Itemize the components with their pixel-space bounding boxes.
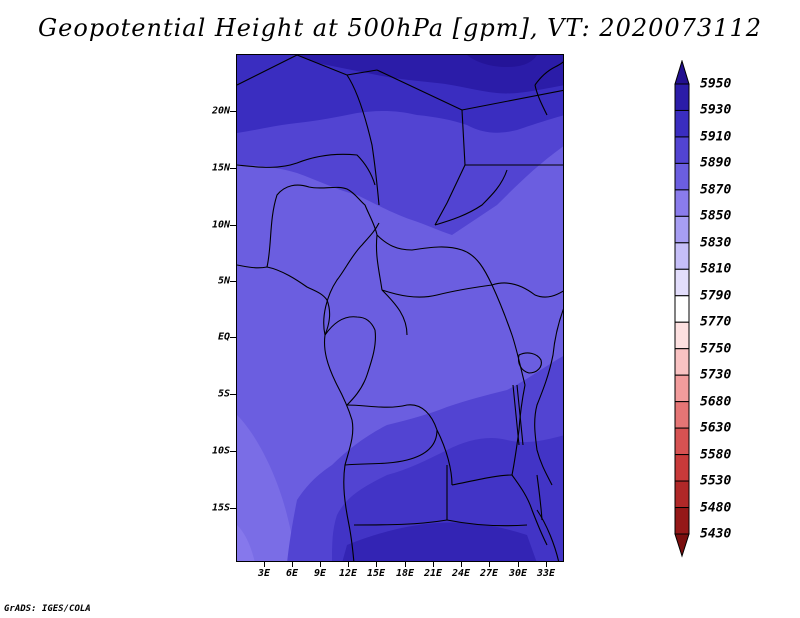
lon-tick <box>376 562 377 567</box>
region-5850b <box>237 525 255 561</box>
colorbar-box <box>674 427 690 456</box>
lat-tick <box>230 225 236 226</box>
colorbar-label: 5680 <box>700 394 732 410</box>
lon-label-21e: 21E <box>423 568 443 579</box>
colorbar-box <box>674 321 690 350</box>
lon-tick <box>348 562 349 567</box>
lon-tick <box>292 562 293 567</box>
lat-label-10s: 10S <box>211 445 230 457</box>
colorbar-box <box>674 295 690 323</box>
colorbar-box <box>674 136 690 164</box>
colorbar-label: 5430 <box>700 526 732 542</box>
colorbar-label: 5580 <box>700 447 732 463</box>
colorbar-box <box>674 109 690 138</box>
colorbar-box <box>674 162 690 191</box>
lon-tick <box>546 562 547 567</box>
lon-tick <box>405 562 406 567</box>
lat-tick <box>230 281 236 282</box>
lon-label-33e: 33E <box>536 568 556 579</box>
colorbar-label: 5930 <box>700 102 732 118</box>
colorbar-label: 5750 <box>700 341 732 357</box>
lat-label-5n: 5N <box>217 275 230 287</box>
colorbar-box <box>674 401 690 429</box>
colorbar-box <box>674 454 690 482</box>
colorbar-top-arrow <box>674 60 690 85</box>
map-panel <box>236 54 564 562</box>
colorbar <box>674 60 690 558</box>
colorbar-label: 5830 <box>700 235 732 251</box>
lon-label-18e: 18E <box>395 568 415 579</box>
colorbar-label: 5480 <box>700 500 732 516</box>
colorbar-box <box>674 215 690 244</box>
region-5930-south <box>342 522 537 561</box>
lon-label-30e: 30E <box>508 568 528 579</box>
colorbar-box <box>674 242 690 270</box>
lat-tick <box>230 337 236 338</box>
lat-tick <box>230 451 236 452</box>
colorbar-box <box>674 83 690 111</box>
lat-label-5s: 5S <box>217 388 230 400</box>
grads-credit: GrADS: IGES/COLA <box>4 604 91 614</box>
colorbar-label: 5890 <box>700 155 732 171</box>
lon-label-6e: 6E <box>285 568 299 579</box>
lon-label-27e: 27E <box>479 568 499 579</box>
region-5850 <box>237 415 297 561</box>
lat-label-10n: 10N <box>211 219 230 231</box>
lon-tick <box>320 562 321 567</box>
colorbar-label: 5770 <box>700 314 732 330</box>
colorbar-label: 5790 <box>700 288 732 304</box>
lon-tick <box>461 562 462 567</box>
colorbar-box <box>674 480 690 509</box>
colorbar-label: 5530 <box>700 473 732 489</box>
lat-tick <box>230 168 236 169</box>
colorbar-label: 5950 <box>700 76 732 92</box>
lat-tick <box>230 508 236 509</box>
colorbar-label: 5730 <box>700 367 732 383</box>
colorbar-box <box>674 507 690 535</box>
lat-label-eq: EQ <box>217 331 230 343</box>
colorbar-label: 5850 <box>700 208 732 224</box>
lon-tick <box>489 562 490 567</box>
lon-label-3e: 3E <box>257 568 271 579</box>
lon-label-24e: 24E <box>451 568 471 579</box>
colorbar-box <box>674 348 690 376</box>
region-5950-north <box>467 55 537 67</box>
colorbar-label: 5810 <box>700 261 732 277</box>
colorbar-bottom-arrow <box>674 533 690 558</box>
lon-tick <box>264 562 265 567</box>
lon-tick <box>433 562 434 567</box>
lat-tick <box>230 111 236 112</box>
lon-label-9e: 9E <box>313 568 327 579</box>
chart-title: Geopotential Height at 500hPa [gpm], VT:… <box>38 14 762 42</box>
lat-label-15n: 15N <box>211 162 230 174</box>
colorbar-label: 5870 <box>700 182 732 198</box>
lon-label-12e: 12E <box>338 568 358 579</box>
lat-tick <box>230 394 236 395</box>
country-borders <box>237 55 563 561</box>
colorbar-box <box>674 189 690 217</box>
lon-label-15e: 15E <box>366 568 386 579</box>
height-field-map <box>237 55 563 561</box>
lat-label-20n: 20N <box>211 105 230 117</box>
colorbar-label: 5630 <box>700 420 732 436</box>
lat-label-15s: 15S <box>211 502 230 514</box>
colorbar-label: 5910 <box>700 129 732 145</box>
lon-tick <box>518 562 519 567</box>
colorbar-box <box>674 374 690 403</box>
colorbar-box <box>674 268 690 297</box>
